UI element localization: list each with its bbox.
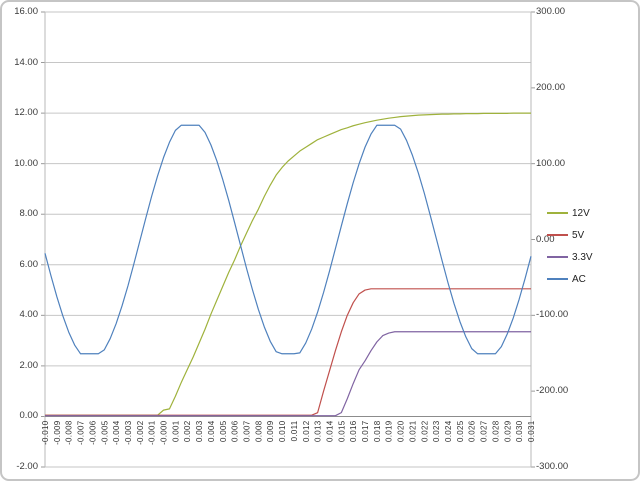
x-axis-label: 0.015 [337, 420, 346, 442]
y-axis-right-label: 300.00 [536, 6, 566, 17]
x-axis-label: 0.027 [480, 420, 489, 442]
x-axis-label: 0.004 [207, 420, 216, 442]
legend: 12V 5V 3.3V AC [547, 203, 593, 291]
x-axis-label: -0.006 [88, 420, 97, 445]
x-axis-label: 0.028 [491, 420, 500, 442]
x-axis-label: 0.013 [314, 420, 323, 442]
x-axis-label: -0.004 [112, 420, 121, 445]
legend-line-swatch [547, 212, 568, 214]
legend-item-5v: 5V [547, 225, 593, 245]
x-axis-label: 0.017 [361, 420, 370, 442]
legend-item-ac: AC [547, 269, 593, 289]
x-axis-label: 0.014 [325, 420, 334, 442]
x-axis-label: 0.008 [254, 420, 263, 442]
x-axis-label: 0.031 [527, 420, 536, 442]
legend-item-33v: 3.3V [547, 247, 593, 267]
x-axis-label: 0.019 [385, 420, 394, 442]
x-axis-label: 0.021 [408, 420, 417, 442]
y-axis-left-label: 6.00 [19, 258, 39, 270]
x-axis-label: -0.007 [77, 420, 86, 445]
x-axis-label: 0.023 [432, 420, 441, 442]
y-axis-right-label: -200.00 [536, 385, 569, 397]
x-axis-label: -0.000 [160, 420, 169, 445]
legend-label: 5V [572, 229, 585, 241]
x-axis-label: -0.003 [124, 420, 133, 445]
x-axis-label: -0.002 [136, 420, 145, 445]
x-axis-label: -0.009 [53, 420, 62, 445]
x-axis-label: -0.008 [65, 420, 74, 445]
x-axis-label: 0.030 [515, 420, 524, 442]
x-axis-label: -0.001 [148, 420, 157, 445]
x-axis-label: 0.024 [444, 420, 453, 442]
x-axis-label: 0.010 [278, 420, 287, 442]
x-axis-label: 0.020 [397, 420, 406, 442]
x-axis-label: 0.002 [183, 420, 192, 442]
legend-label: 3.3V [572, 251, 593, 263]
x-axis-label: 0.003 [195, 420, 204, 442]
y-axis-right-label: 100.00 [536, 157, 566, 169]
x-axis-label: 0.018 [373, 420, 382, 442]
y-axis-right-label: 0.00 [536, 233, 555, 245]
y-axis-left-label: 12.00 [14, 107, 38, 119]
y-axis-left-label: 2.00 [19, 359, 39, 371]
x-axis-label: -0.005 [100, 420, 109, 445]
y-axis-left-label: 8.00 [19, 208, 39, 220]
y-axis-left-label: 4.00 [19, 309, 39, 321]
x-axis-label: 0.009 [266, 420, 275, 442]
legend-label: AC [572, 273, 586, 285]
series-5v-line [45, 288, 531, 416]
series-12v-line [45, 112, 531, 416]
x-axis-label: 0.005 [219, 420, 228, 442]
y-axis-left-label: 16.00 [14, 6, 38, 17]
series-ac-line [44, 124, 532, 355]
x-axis-label: 0.026 [468, 420, 477, 442]
y-axis-right-label: -300.00 [536, 461, 569, 472]
legend-line-swatch [547, 256, 568, 258]
x-axis-label: 0.001 [171, 420, 180, 442]
x-axis-label: -0.010 [41, 420, 50, 445]
plot-area: -0.010 -0.009 -0.008 -0.007 -0.006 -0.005 -0.0… [41, 11, 536, 468]
x-axis-label: 0.012 [302, 420, 311, 442]
y-axis-left-label: 0.00 [19, 410, 39, 422]
y-axis-left-label: 14.00 [14, 56, 38, 68]
legend-line-swatch [547, 234, 568, 236]
x-axis-label: 0.006 [231, 420, 240, 442]
x-axis-label: 0.029 [503, 420, 512, 442]
legend-item-12v: 12V [547, 203, 593, 223]
x-axis-label: 0.007 [243, 420, 252, 442]
y-axis-left-label: 10.00 [14, 157, 38, 169]
y-axis-left-label: -2.00 [16, 461, 38, 472]
x-axis-label: 0.025 [456, 420, 465, 442]
x-axis-label: 0.011 [290, 420, 299, 441]
legend-line-swatch [547, 278, 568, 280]
x-axis-label: 0.022 [420, 420, 429, 442]
y-axis-right-label: 200.00 [536, 81, 566, 93]
y-axis-right-label: -100.00 [536, 309, 569, 321]
legend-label: 12V [572, 207, 590, 219]
x-axis-label: 0.016 [349, 420, 358, 442]
series-33v-line [45, 331, 531, 417]
